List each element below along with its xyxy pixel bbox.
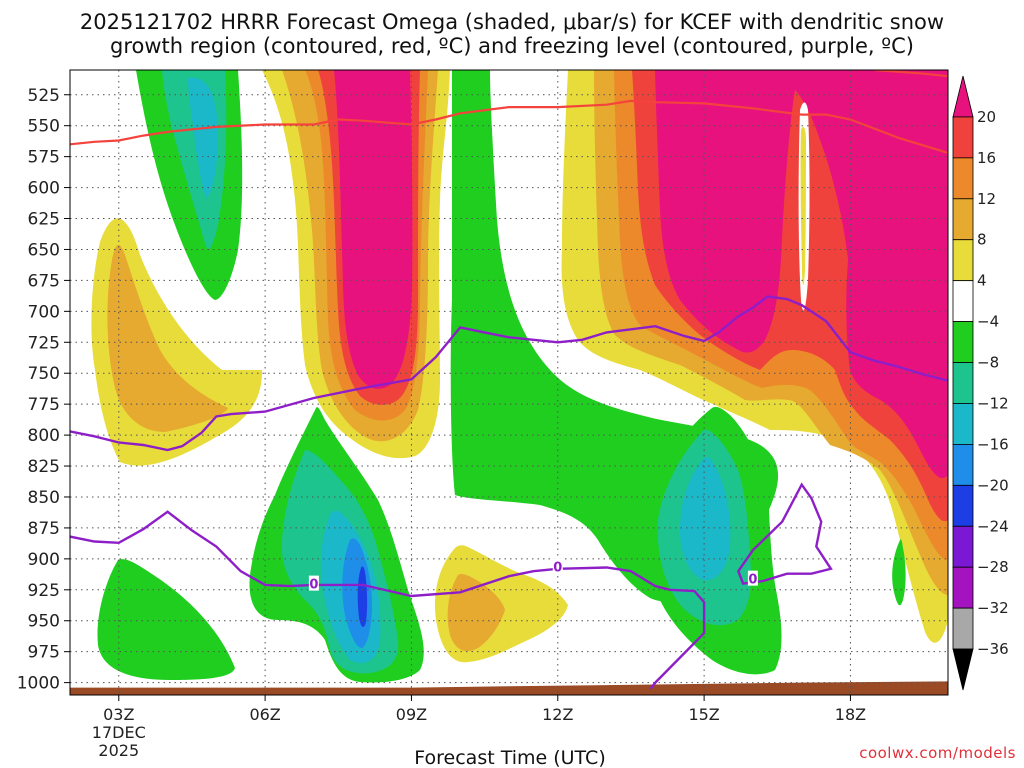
colorbar-band xyxy=(952,116,974,159)
colorbar-level-label: −32 xyxy=(977,599,1009,617)
colorbar-level-label: 4 xyxy=(977,272,987,290)
colorbar-legend: 20 16 12 8 4 −4 −8 −12 −16 −20 −24 −28 −32 −36 xyxy=(952,75,1009,691)
dgz-upper-contour-line xyxy=(874,70,948,78)
x-tick-label: 03Z xyxy=(103,705,134,724)
colorbar-level-label: −36 xyxy=(977,640,1009,658)
colorbar-band xyxy=(952,321,974,363)
chart-title-line2: growth region (contoured, red, ºC) and f… xyxy=(110,34,914,58)
y-tick-label: 625 xyxy=(28,210,60,230)
y-tick-label: 600 xyxy=(28,179,60,199)
gridlines xyxy=(70,70,948,695)
zero-contour-label: 0 xyxy=(309,578,318,593)
y-tick-label: 825 xyxy=(28,457,60,477)
x-tick-label: 09Z xyxy=(396,705,427,724)
x-tick-label: 12Z xyxy=(542,705,573,724)
freezing-level-upper-line xyxy=(70,295,948,452)
x-tick-label: 15Z xyxy=(688,705,719,724)
omega-dkblue-lower-mid xyxy=(357,566,368,627)
x-tick-label: 18Z xyxy=(835,705,866,724)
freezing-level-lower-line xyxy=(70,510,706,690)
y-tick-label: 975 xyxy=(28,643,60,663)
colorbar-level-label: −20 xyxy=(977,476,1009,494)
colorbar-top-triangle xyxy=(952,75,974,118)
y-tick-label: 750 xyxy=(28,364,60,384)
zero-label-bg xyxy=(308,575,319,591)
colorbar-level-label: 12 xyxy=(977,190,996,208)
y-tick-label: 700 xyxy=(28,302,60,322)
y-tick-label: 725 xyxy=(28,333,60,353)
colorbar-level-label: 16 xyxy=(977,149,996,167)
y-axis: 525 550 575 600 625 650 675 700 725 750 775 800 825 8… xyxy=(17,86,70,694)
y-tick-label: 925 xyxy=(28,581,60,601)
colorbar-level-label: −28 xyxy=(977,558,1009,576)
zero-contour-labels: 0 0 0 xyxy=(308,558,758,593)
colorbar-level-label: −4 xyxy=(977,313,999,331)
dgz-contour-line xyxy=(70,99,948,154)
colorbar-band xyxy=(952,157,974,200)
omega-gold-left xyxy=(107,244,228,432)
zero-label-bg xyxy=(747,570,758,586)
colorbar-level-label: −12 xyxy=(977,394,1009,412)
colorbar-level-label: −24 xyxy=(977,517,1009,535)
y-tick-label: 850 xyxy=(28,488,60,508)
zero-contour-label: 0 xyxy=(553,560,562,575)
x-tick-label: 06Z xyxy=(249,705,280,724)
colorbar-band xyxy=(952,280,974,322)
source-credit: coolwx.com/models xyxy=(859,744,1016,762)
colorbar-band xyxy=(952,403,974,445)
y-tick-label: 1000 xyxy=(17,674,60,694)
colorbar-band xyxy=(952,362,974,404)
colorbar-band xyxy=(952,198,974,241)
ground-surface xyxy=(70,681,948,695)
omega-cyan-lower-right xyxy=(680,457,731,581)
colorbar-band xyxy=(952,525,974,568)
colorbar-band xyxy=(952,607,974,650)
colorbar-band xyxy=(952,443,974,486)
omega-shading xyxy=(70,70,948,695)
y-tick-label: 900 xyxy=(28,550,60,570)
y-tick-label: 875 xyxy=(28,519,60,539)
colorbar-level-label: 8 xyxy=(977,231,987,249)
y-tick-label: 550 xyxy=(28,117,60,137)
omega-gold-lower-center xyxy=(447,573,505,652)
y-tick-label: 950 xyxy=(28,612,60,632)
y-tick-label: 775 xyxy=(28,395,60,415)
y-tick-label: 575 xyxy=(28,148,60,168)
zero-contour-label: 0 xyxy=(748,573,757,588)
x-tick-date: 17DEC xyxy=(92,723,146,742)
y-tick-label: 675 xyxy=(28,271,60,291)
chart-title-line1: 2025121702 HRRR Forecast Omega (shaded, … xyxy=(80,10,944,34)
omega-magenta-right xyxy=(655,70,948,479)
colorbar-band xyxy=(952,484,974,527)
omega-green-blob-19z xyxy=(892,539,906,606)
y-tick-label: 650 xyxy=(28,240,60,260)
x-axis-title: Forecast Time (UTC) xyxy=(414,747,605,768)
omega-yellow-sliver-17z xyxy=(800,127,806,286)
colorbar-level-label: −8 xyxy=(977,354,999,372)
colorbar-level-label: 20 xyxy=(977,108,996,126)
colorbar-band xyxy=(952,239,974,282)
colorbar-bottom-triangle xyxy=(952,648,974,691)
plot-frame xyxy=(69,69,949,696)
x-tick-year: 2025 xyxy=(98,741,139,760)
y-tick-label: 525 xyxy=(28,86,60,106)
zero-label-bg xyxy=(552,558,563,574)
omega-cyan-upper-left xyxy=(188,77,218,198)
freezing-level-right-loop xyxy=(736,482,833,585)
omega-magenta-col2 xyxy=(334,70,413,389)
colorbar-band xyxy=(952,566,974,609)
colorbar-level-label: −16 xyxy=(977,435,1009,453)
y-tick-label: 800 xyxy=(28,426,60,446)
